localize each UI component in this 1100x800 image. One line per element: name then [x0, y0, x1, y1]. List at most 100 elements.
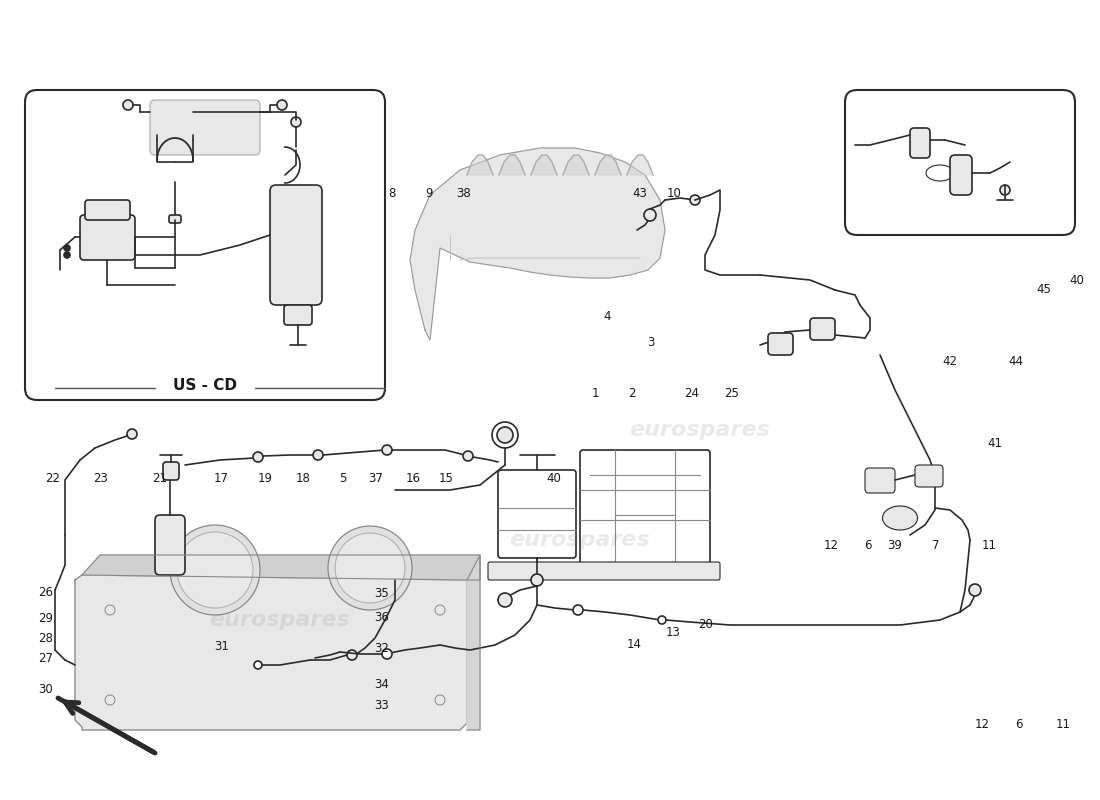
Text: 9: 9	[425, 187, 432, 200]
Polygon shape	[410, 148, 666, 340]
Circle shape	[104, 695, 116, 705]
Text: 37: 37	[367, 472, 383, 485]
FancyBboxPatch shape	[910, 128, 930, 158]
Text: eurospares: eurospares	[629, 420, 770, 440]
Circle shape	[346, 650, 358, 660]
Polygon shape	[563, 155, 589, 175]
Text: 8: 8	[388, 187, 396, 200]
Polygon shape	[499, 155, 525, 175]
Text: 7: 7	[932, 539, 939, 552]
FancyBboxPatch shape	[169, 215, 182, 223]
Text: 18: 18	[295, 472, 310, 485]
Text: 10: 10	[667, 187, 682, 200]
Text: 24: 24	[684, 387, 700, 400]
Text: 25: 25	[724, 387, 739, 400]
Text: 23: 23	[92, 472, 108, 485]
Circle shape	[177, 532, 253, 608]
Circle shape	[123, 100, 133, 110]
Text: 45: 45	[1036, 283, 1052, 296]
Circle shape	[64, 245, 70, 251]
Circle shape	[658, 616, 666, 624]
Text: 15: 15	[438, 472, 453, 485]
Text: 6: 6	[864, 539, 871, 552]
Text: 3: 3	[647, 336, 654, 349]
Circle shape	[104, 605, 116, 615]
Circle shape	[463, 451, 473, 461]
Polygon shape	[627, 155, 653, 175]
Circle shape	[382, 445, 392, 455]
Text: 27: 27	[37, 652, 53, 665]
Circle shape	[498, 593, 512, 607]
Text: 16: 16	[405, 472, 420, 485]
FancyBboxPatch shape	[270, 185, 322, 305]
Text: 32: 32	[374, 642, 389, 654]
Text: 33: 33	[374, 699, 388, 712]
Text: 41: 41	[988, 437, 1003, 450]
Text: 11: 11	[981, 539, 997, 552]
FancyBboxPatch shape	[150, 100, 260, 155]
Text: 22: 22	[45, 472, 60, 485]
FancyBboxPatch shape	[580, 450, 710, 565]
Text: 12: 12	[975, 718, 990, 730]
Circle shape	[969, 584, 981, 596]
FancyBboxPatch shape	[845, 90, 1075, 235]
Text: 21: 21	[152, 472, 167, 485]
Text: 35: 35	[374, 587, 388, 600]
Text: 34: 34	[374, 678, 389, 690]
Circle shape	[434, 605, 446, 615]
Circle shape	[126, 429, 138, 439]
Text: 2: 2	[628, 387, 636, 400]
Circle shape	[253, 452, 263, 462]
FancyBboxPatch shape	[80, 215, 135, 260]
FancyBboxPatch shape	[915, 465, 943, 487]
Text: 31: 31	[214, 640, 230, 653]
Circle shape	[644, 209, 656, 221]
Circle shape	[64, 252, 70, 258]
Circle shape	[531, 574, 543, 586]
Text: 17: 17	[213, 472, 229, 485]
Circle shape	[930, 473, 940, 483]
Polygon shape	[468, 555, 480, 730]
Circle shape	[382, 649, 392, 659]
Text: 42: 42	[942, 355, 957, 368]
Circle shape	[314, 450, 323, 460]
Text: 20: 20	[698, 618, 714, 630]
FancyBboxPatch shape	[950, 155, 972, 195]
Circle shape	[328, 526, 412, 610]
FancyBboxPatch shape	[163, 462, 179, 480]
Text: 29: 29	[37, 612, 53, 625]
Text: 36: 36	[374, 611, 389, 624]
Text: 44: 44	[1009, 355, 1024, 368]
Text: 39: 39	[887, 539, 902, 552]
Polygon shape	[468, 155, 493, 175]
Text: 28: 28	[37, 632, 53, 645]
Polygon shape	[882, 506, 917, 530]
Text: 38: 38	[456, 187, 471, 200]
Polygon shape	[75, 575, 468, 730]
Text: 19: 19	[257, 472, 273, 485]
Circle shape	[1000, 185, 1010, 195]
Text: 43: 43	[631, 187, 647, 200]
FancyBboxPatch shape	[155, 515, 185, 575]
Text: 30: 30	[39, 683, 53, 696]
Text: 40: 40	[547, 472, 562, 485]
Circle shape	[690, 195, 700, 205]
FancyBboxPatch shape	[768, 333, 793, 355]
Circle shape	[292, 117, 301, 127]
Circle shape	[170, 525, 260, 615]
Polygon shape	[531, 155, 557, 175]
Text: eurospares: eurospares	[509, 530, 650, 550]
Text: 12: 12	[823, 539, 838, 552]
FancyBboxPatch shape	[488, 562, 720, 580]
Text: 6: 6	[1015, 718, 1023, 730]
FancyBboxPatch shape	[25, 90, 385, 400]
Circle shape	[492, 422, 518, 448]
Text: 13: 13	[666, 626, 681, 638]
FancyBboxPatch shape	[865, 468, 895, 493]
Text: 1: 1	[592, 387, 600, 400]
Text: eurospares: eurospares	[210, 610, 351, 630]
Text: 5: 5	[339, 472, 346, 485]
Polygon shape	[595, 155, 621, 175]
Circle shape	[277, 100, 287, 110]
Circle shape	[254, 661, 262, 669]
